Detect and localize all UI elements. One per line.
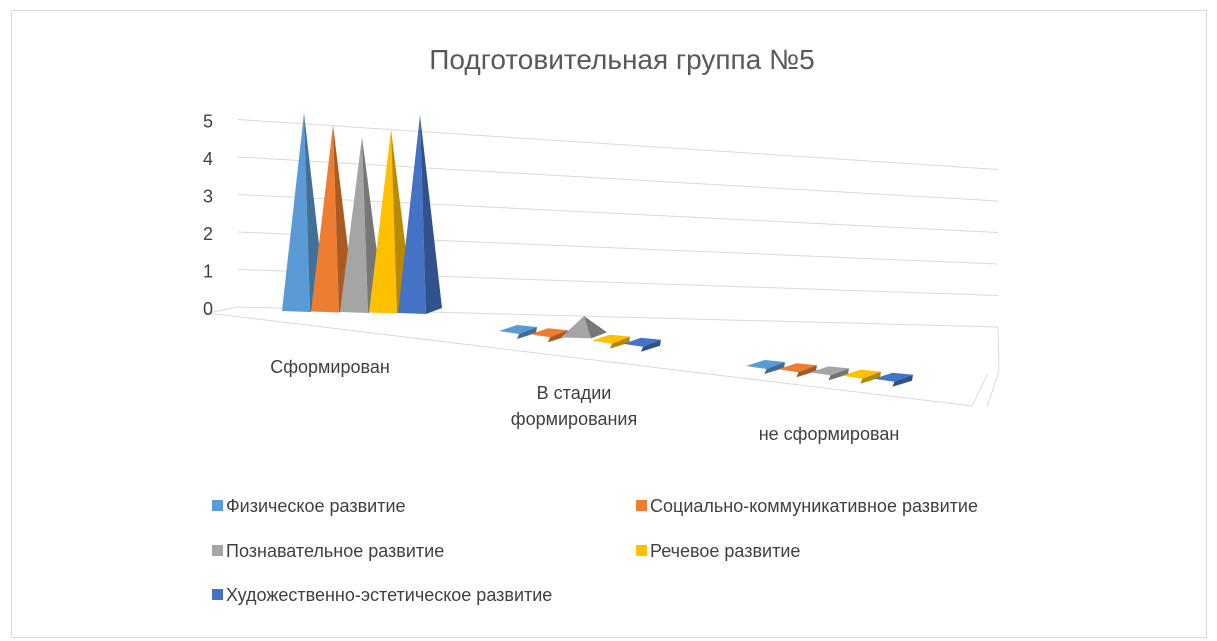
bar — [561, 316, 607, 339]
y-tick-label: 2 — [203, 224, 213, 244]
legend-swatch — [212, 589, 223, 600]
legend: Физическое развитие Социально-коммуникати… — [212, 496, 978, 605]
floor-right-edge — [986, 370, 1000, 408]
bar — [592, 334, 630, 349]
legend-entry: Социально-коммуникативное развитие — [636, 496, 978, 516]
category-labels: Сформирован В стадии формирования не сформи… — [270, 357, 899, 444]
bar — [398, 115, 442, 314]
legend-entry: Речевое развитие — [636, 541, 800, 561]
y-tick-label: 4 — [203, 149, 213, 169]
chart-title: Подготовительная группа №5 — [429, 44, 814, 75]
legend-swatch — [212, 500, 223, 511]
category-label: Сформирован — [270, 357, 390, 377]
legend-swatch — [636, 545, 647, 556]
legend-label: Физическое развитие — [226, 496, 406, 516]
bar — [842, 369, 881, 384]
floor-front-edge — [207, 306, 989, 407]
chart-floor — [207, 306, 1000, 408]
legend-label: Речевое развитие — [650, 541, 800, 561]
legend-label: Социально-коммуникативное развитие — [650, 496, 978, 516]
category-label: не сформирован — [759, 424, 900, 444]
bars — [282, 113, 913, 387]
legend-label: Познавательное развитие — [226, 541, 444, 561]
floor-right-edge — [997, 326, 1000, 372]
legend-entry: Художественно-эстетическое развитие — [212, 585, 552, 605]
y-tick-label: 5 — [203, 112, 213, 132]
chart-svg: Подготовительная группа №5 0 1 2 3 4 5 Сформи… — [203, 44, 1000, 605]
y-tick-label: 0 — [203, 299, 213, 319]
legend-swatch — [636, 500, 647, 511]
legend-entry: Познавательное развитие — [212, 541, 444, 561]
category-label: В стадии формирования — [511, 383, 637, 429]
bar — [874, 372, 913, 387]
y-axis-ticks: 0 1 2 3 4 5 — [203, 112, 213, 320]
bar — [778, 363, 817, 378]
bar — [810, 366, 849, 381]
legend-entry: Физическое развитие — [212, 496, 406, 516]
gridline — [237, 156, 999, 202]
bar — [746, 360, 785, 374]
y-tick-label: 3 — [203, 187, 213, 207]
chart-area: Подготовительная группа №5 0 1 2 3 4 5 Сформи… — [11, 10, 1207, 638]
bar — [530, 328, 568, 343]
bar — [623, 337, 661, 352]
legend-swatch — [212, 545, 223, 556]
legend-label: Художественно-эстетическое развитие — [226, 585, 552, 605]
bar — [499, 325, 537, 339]
gridline — [237, 119, 999, 170]
y-tick-label: 1 — [203, 262, 213, 282]
